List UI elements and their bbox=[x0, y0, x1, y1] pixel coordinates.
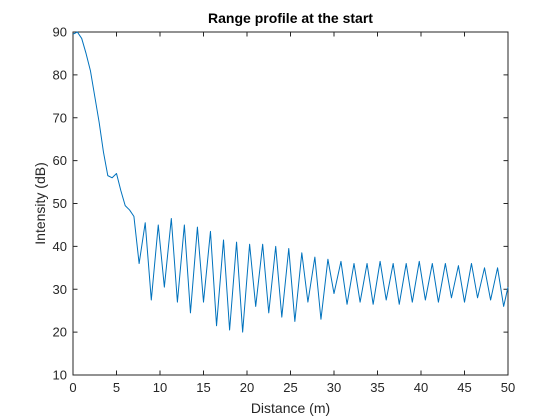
tick-labels: 0 5 10 15 20 25 30 35 40 45 50 10 20 30 40 50 60 70 80 90 bbox=[53, 25, 516, 396]
y-axis-label: Intensity (dB) bbox=[32, 162, 48, 244]
ticks bbox=[72, 31, 509, 376]
x-tick-label: 10 bbox=[153, 380, 167, 395]
x-tick-label: 30 bbox=[327, 380, 341, 395]
y-tick-label: 30 bbox=[53, 282, 67, 297]
x-tick-label: 50 bbox=[501, 380, 515, 395]
chart-title: Range profile at the start bbox=[208, 10, 373, 26]
x-tick-label: 45 bbox=[457, 380, 471, 395]
y-tick-label: 70 bbox=[53, 110, 67, 125]
y-tick-label: 10 bbox=[53, 368, 67, 383]
x-tick-label: 0 bbox=[69, 380, 76, 395]
y-tick-label: 80 bbox=[53, 67, 67, 82]
x-tick-label: 40 bbox=[414, 380, 428, 395]
axes-box bbox=[72, 31, 509, 376]
y-tick-label: 90 bbox=[53, 25, 67, 40]
x-tick-label: 20 bbox=[240, 380, 254, 395]
y-tick-label: 60 bbox=[53, 153, 67, 168]
y-tick-label: 40 bbox=[53, 239, 67, 254]
y-tick-label: 50 bbox=[53, 196, 67, 211]
x-axis-label: Distance (m) bbox=[251, 400, 330, 416]
y-tick-label: 20 bbox=[53, 325, 67, 340]
x-tick-label: 15 bbox=[196, 380, 210, 395]
plot-area: 0 5 10 15 20 25 30 35 40 45 50 10 20 30 40 50 60 70 80 90 bbox=[53, 25, 516, 396]
x-tick-label: 35 bbox=[370, 380, 384, 395]
x-tick-label: 5 bbox=[113, 380, 120, 395]
series-line bbox=[72, 31, 509, 333]
x-tick-label: 25 bbox=[283, 380, 297, 395]
